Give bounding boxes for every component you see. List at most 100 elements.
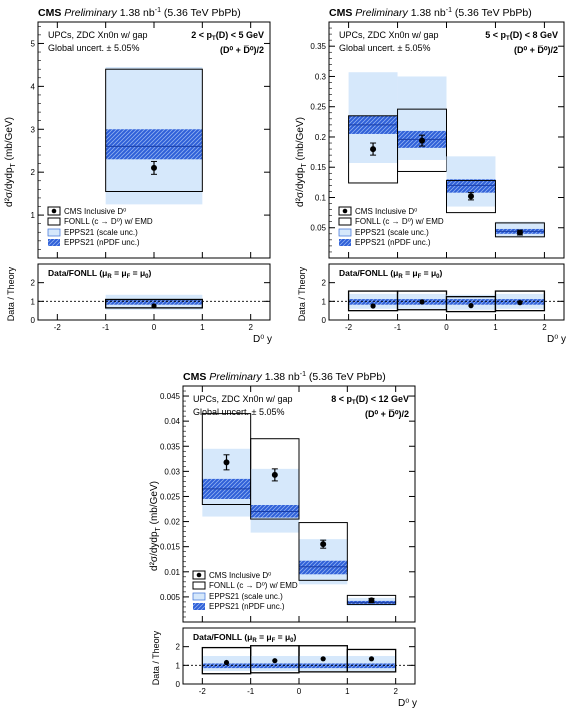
- x-tick-label: 1: [493, 323, 498, 332]
- legend-label-epps-scale: EPPS21 (scale unc.): [209, 592, 283, 601]
- ratio-title-c: = μ: [130, 268, 145, 278]
- ratio-y-tick-label: 1: [322, 297, 327, 306]
- status-label: Preliminary: [355, 7, 410, 19]
- chart-header: CMS Preliminary 1.38 nb-1 (5.36 TeV PbPb…: [329, 7, 532, 19]
- y-axis-label: d²σ/dydpT (mb/GeV): [4, 117, 17, 207]
- y-tick-label: 3: [31, 125, 36, 134]
- ratio-epps-npdf-band: [299, 663, 348, 669]
- experiment-label: CMS: [329, 7, 355, 19]
- x-tick-label: 2: [393, 687, 398, 696]
- ratio-y-tick-label: 2: [322, 279, 327, 288]
- data-point: [151, 164, 157, 171]
- x-tick-label: -1: [247, 687, 255, 696]
- ratio-title-a: Data/FONLL (μ: [193, 632, 252, 642]
- ratio-point: [517, 300, 523, 306]
- bin-label: 5 < pT(D) < 8 GeV: [485, 30, 558, 42]
- bin-label-a: 8 < p: [331, 394, 352, 404]
- data-point: [370, 146, 377, 153]
- fonll-box: [105, 68, 203, 192]
- ratio-title-sub: F: [418, 274, 422, 280]
- ratio-fonll-box: [494, 290, 546, 312]
- ratio-epps-npdf-band: [348, 299, 398, 305]
- legend-marker-epps-npdf: [193, 603, 205, 610]
- ratio-title-d: ): [149, 268, 152, 278]
- ratio-point: [151, 303, 157, 309]
- ratio-title-b: = μ: [112, 268, 127, 278]
- y-tick-label: 1: [31, 211, 36, 220]
- bin-label-a: 5 < p: [485, 30, 506, 40]
- bin-label-b: (D: [356, 394, 366, 404]
- legend-marker-fonll: [192, 581, 206, 590]
- x-axis-label: D⁰ y: [398, 698, 417, 709]
- legend-marker-epps-npdf: [48, 239, 60, 246]
- info-global-uncert: Global uncert. ± 5.05%: [48, 43, 140, 53]
- y-tick-label: 0.1: [315, 193, 327, 202]
- epps-npdf-band: [446, 179, 496, 193]
- ratio-title-sub: R: [107, 274, 112, 280]
- info-selection: UPCs, ZDC Xn0n w/ gap: [339, 30, 439, 40]
- lumi-label: 1.38 nb: [411, 7, 446, 19]
- ratio-epps-npdf-band: [202, 663, 251, 669]
- ratio-title-sub: F: [127, 274, 131, 280]
- x-axis-label: D⁰ y: [253, 334, 272, 345]
- x-tick-label: -2: [199, 687, 207, 696]
- y-tick-label: 0.15: [310, 163, 326, 172]
- legend-marker-data: [342, 208, 348, 214]
- x-tick-label: -1: [394, 323, 402, 332]
- ratio-title-d: ): [440, 268, 443, 278]
- x-tick-label: 2: [542, 323, 547, 332]
- legend-marker-fonll: [47, 217, 61, 226]
- data-point: [516, 229, 523, 236]
- bin-label-c: ) < 12 GeV: [365, 394, 409, 404]
- y-label-unit: (mb/GeV): [149, 481, 160, 527]
- legend-label-epps-scale: EPPS21 (scale unc.): [355, 228, 429, 237]
- legend-label-data: CMS Inclusive D⁰: [355, 207, 417, 216]
- bands: [348, 72, 545, 238]
- y-axis-label: d²σ/dydpT (mb/GeV): [295, 117, 308, 207]
- ratio-point: [272, 658, 278, 664]
- y-axis-label: d²σ/dydpT (mb/GeV): [149, 481, 162, 571]
- legend-marker-epps-npdf: [339, 239, 351, 246]
- legend-label-epps-npdf: EPPS21 (nPDF unc.): [209, 602, 285, 611]
- bin-label: 2 < pT(D) < 5 GeV: [191, 30, 264, 42]
- fonll-box: [298, 522, 348, 581]
- ratio-y-axis-label: Data / Theory: [6, 266, 16, 321]
- ratio-title-sub: 0: [145, 274, 149, 280]
- y-label-sub: T: [155, 526, 162, 531]
- ratio-point: [320, 656, 326, 662]
- ratio-title-sub: R: [398, 274, 403, 280]
- x-tick-label: -2: [54, 323, 62, 332]
- ratio-y-tick-label: 0: [176, 680, 181, 689]
- x-tick-label: -1: [102, 323, 110, 332]
- y-tick-label: 2: [31, 168, 36, 177]
- ratio-point: [468, 303, 474, 309]
- ratio-bands: [105, 294, 203, 310]
- ratio-y-axis-label: Data / Theory: [151, 630, 161, 685]
- y-tick-label: 0.01: [164, 568, 180, 577]
- ratio-epps-npdf-band: [250, 663, 299, 669]
- x-tick-label: 0: [444, 323, 449, 332]
- ratio-y-tick-label: 1: [176, 661, 181, 670]
- x-tick-label: 0: [297, 687, 302, 696]
- legend-label-fonll: FONLL (c → D⁰) w/ EMD: [355, 217, 444, 226]
- ratio-y-axis-label: Data / Theory: [297, 266, 307, 321]
- x-tick-label: 1: [200, 323, 205, 332]
- bin-label-c: ) < 8 GeV: [519, 30, 558, 40]
- lumi-sup: -1: [155, 7, 161, 14]
- data-point: [320, 541, 327, 548]
- ratio-title-sub: 0: [290, 638, 294, 644]
- y-tick-label: 0.015: [160, 543, 181, 552]
- lumi-label: 1.38 nb: [120, 7, 155, 19]
- ratio-epps-npdf-band: [347, 663, 396, 669]
- energy-label: (5.36 TeV PbPb): [161, 7, 241, 19]
- energy-label: (5.36 TeV PbPb): [306, 371, 386, 383]
- species-label: (D⁰ + D̅⁰)/2: [514, 45, 558, 55]
- info-selection: UPCs, ZDC Xn0n w/ gap: [193, 394, 293, 404]
- ratio-y-tick-label: 1: [31, 297, 36, 306]
- legend-marker-data-box: [47, 206, 61, 216]
- x-tick-label: -2: [345, 323, 353, 332]
- lumi-sup: -1: [446, 7, 452, 14]
- bands: [201, 413, 397, 606]
- data-point: [419, 137, 426, 144]
- info-global-uncert: Global uncert. ± 5.05%: [193, 407, 285, 417]
